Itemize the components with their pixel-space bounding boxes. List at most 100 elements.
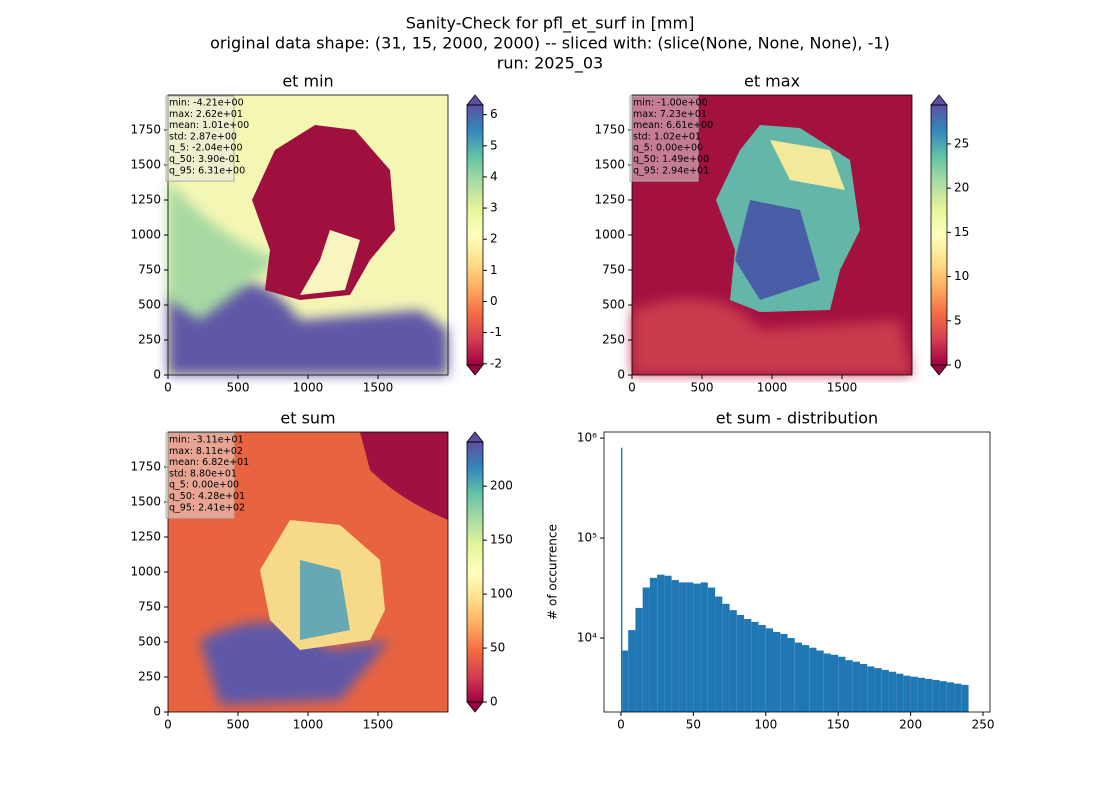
x-tick-label: 500 (227, 381, 250, 395)
colorbar-tick-label: 5 (490, 138, 498, 152)
histogram-bar (715, 596, 723, 712)
histogram-bar (946, 682, 955, 712)
histogram-bar (686, 582, 694, 712)
y-tick-label: 0 (153, 705, 161, 719)
histogram-bar (773, 631, 781, 712)
stats-line: q_5: -2.04e+00 (169, 143, 243, 154)
axes-title: et min (282, 72, 333, 91)
y-tick-label: 1750 (130, 460, 161, 474)
x-tick-label: 500 (227, 718, 250, 732)
colorbar-tick-label: 0 (490, 695, 498, 709)
stats-line: q_50: 1.49e+00 (633, 154, 709, 165)
y-tick-label: 0 (617, 368, 625, 382)
x-tick-label: 500 (691, 381, 714, 395)
y-tick-label: 1250 (130, 530, 161, 544)
y-tick-label: 1250 (130, 193, 161, 207)
stats-line: q_5: 0.00e+00 (633, 143, 703, 154)
histogram-bar (845, 660, 853, 712)
y-tick-label: 10⁴ (577, 631, 597, 645)
histogram-bar (954, 683, 962, 712)
x-tick-label: 0 (628, 381, 636, 395)
x-tick-label: 0 (164, 718, 172, 732)
histogram-bar (664, 575, 672, 712)
stats-line: q_95: 2.94e+01 (633, 165, 709, 176)
colorbar-tick-label: -1 (490, 325, 502, 339)
colorbar (931, 105, 947, 365)
histogram-bar (925, 678, 933, 712)
y-tick-label: 1500 (130, 158, 161, 172)
histogram-bar (642, 587, 650, 712)
colorbar-extend (930, 94, 948, 106)
histogram-bar (852, 661, 860, 712)
x-tick-label: 250 (972, 718, 995, 732)
y-tick-label: 1000 (594, 228, 625, 242)
y-tick-label: 1500 (594, 158, 625, 172)
colorbar-tick-label: -2 (490, 356, 502, 370)
stats-line: q_50: 3.90e-01 (169, 154, 241, 165)
y-tick-label: 500 (602, 298, 625, 312)
colorbar-tick-label: 20 (954, 181, 969, 195)
stats-line: std: 1.02e+01 (633, 131, 701, 142)
stats-line: mean: 6.82e+01 (169, 457, 249, 468)
histogram-bar (809, 647, 817, 712)
stats-box (165, 95, 235, 182)
heatmap-image (168, 95, 448, 375)
y-tick-label: 1000 (130, 565, 161, 579)
stats-box (165, 432, 235, 519)
histogram-bar (867, 666, 875, 712)
histogram-bar (707, 587, 716, 712)
histogram-bar (765, 628, 774, 712)
colorbar (467, 105, 483, 365)
y-tick-label: 10⁶ (577, 431, 597, 445)
colorbar-tick-label: 10 (954, 269, 969, 283)
histogram-bar (751, 621, 759, 712)
histogram-bar (635, 607, 643, 712)
histogram-bar (729, 610, 737, 712)
x-tick-label: 1500 (363, 718, 394, 732)
colorbar-extend (466, 701, 484, 713)
stats-line: mean: 1.01e+00 (169, 120, 249, 131)
histogram-bar (838, 656, 846, 712)
y-tick-label: 750 (138, 600, 161, 614)
y-tick-label: 0 (153, 368, 161, 382)
colorbar-frame (466, 104, 484, 366)
x-tick-label: 0 (617, 718, 625, 732)
x-tick-label: 1000 (293, 718, 324, 732)
histogram-bar (671, 580, 679, 712)
figure-title: run: 2025_03 (497, 54, 603, 74)
histogram-bar (693, 583, 701, 712)
stats-line: max: 7.23e+01 (633, 109, 707, 120)
stats-line: std: 8.80e+01 (169, 468, 237, 479)
stats-line: min: -1.00e+00 (633, 98, 708, 109)
y-tick-label: 1750 (130, 123, 161, 137)
x-tick-label: 1000 (757, 381, 788, 395)
stats-line: q_50: 4.28e+01 (169, 491, 245, 502)
y-tick-label: 250 (138, 333, 161, 347)
histogram-bar (896, 673, 904, 712)
histogram-bar (939, 681, 947, 712)
stats-line: max: 2.62e+01 (169, 109, 243, 120)
x-tick-label: 1000 (293, 381, 324, 395)
histogram-bar (903, 675, 911, 712)
stats-line: q_95: 6.31e+00 (169, 165, 245, 176)
histogram-bar (961, 684, 969, 712)
colorbar-extend (466, 431, 484, 443)
axes-title: et sum - distribution (716, 409, 878, 428)
colorbar-tick-label: 150 (490, 533, 513, 547)
x-tick-label: 1500 (363, 381, 394, 395)
colorbar-tick-label: 100 (490, 587, 513, 601)
histogram-bar (917, 677, 926, 712)
histogram-bar (758, 624, 766, 712)
heatmap-image (168, 432, 448, 712)
histogram-bar (744, 618, 752, 712)
colorbar-tick-label: 3 (490, 201, 498, 215)
histogram-bar (722, 603, 730, 712)
y-axis-label: # of occurrence (546, 524, 560, 620)
figure-title: original data shape: (31, 15, 2000, 2000… (210, 34, 890, 53)
y-tick-label: 500 (138, 635, 161, 649)
colorbar-tick-label: 200 (490, 479, 513, 493)
y-tick-label: 1000 (130, 228, 161, 242)
histogram-bar (859, 663, 868, 712)
y-tick-label: 750 (602, 263, 625, 277)
